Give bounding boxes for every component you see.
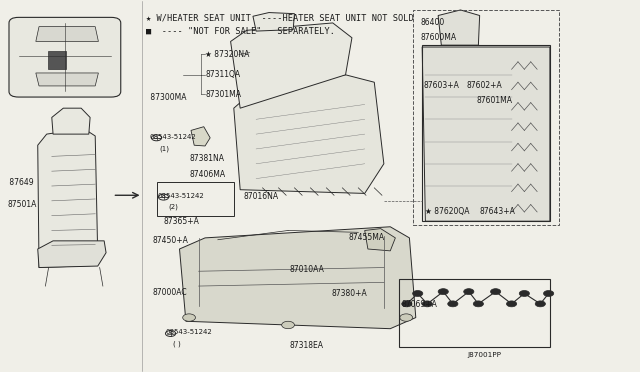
Text: (1): (1) (159, 146, 169, 152)
Polygon shape (365, 229, 396, 251)
Text: 87301MA: 87301MA (205, 90, 241, 99)
Text: 87601MA: 87601MA (476, 96, 513, 105)
Text: 87602+A: 87602+A (467, 81, 502, 90)
Text: 87069+A: 87069+A (402, 300, 438, 309)
Text: 87649: 87649 (7, 178, 34, 187)
Circle shape (519, 291, 529, 296)
Bar (157, 182, 234, 216)
Circle shape (473, 301, 483, 307)
Text: 87450+A: 87450+A (152, 236, 188, 245)
Text: ■  ---- "NOT FOR SALE"   SEPARATELY.: ■ ---- "NOT FOR SALE" SEPARATELY. (147, 27, 335, 36)
Circle shape (182, 314, 195, 321)
Text: 87406MA: 87406MA (189, 170, 225, 179)
Bar (48, 51, 66, 69)
FancyBboxPatch shape (9, 17, 121, 97)
Text: J87001PP: J87001PP (467, 352, 501, 358)
Circle shape (422, 301, 433, 307)
Polygon shape (38, 241, 106, 267)
Polygon shape (36, 73, 99, 86)
Polygon shape (234, 75, 384, 193)
Circle shape (438, 289, 449, 295)
Circle shape (464, 289, 474, 295)
Text: ★ W/HEATER SEAT UNIT  ----HEATER SEAT UNIT NOT SOLD: ★ W/HEATER SEAT UNIT ----HEATER SEAT UNI… (147, 14, 414, 23)
Polygon shape (52, 108, 90, 134)
Polygon shape (38, 129, 98, 267)
Polygon shape (422, 47, 550, 221)
Text: 87600MA: 87600MA (420, 33, 456, 42)
Text: 87643+A: 87643+A (479, 208, 516, 217)
Circle shape (402, 301, 412, 307)
Polygon shape (36, 27, 99, 41)
Text: ( ): ( ) (173, 341, 181, 347)
Text: 87010AA: 87010AA (290, 265, 325, 274)
Text: ★ 87620QA: ★ 87620QA (426, 208, 470, 217)
Circle shape (535, 301, 545, 307)
Text: 08543-51242: 08543-51242 (150, 134, 196, 140)
Text: 08543-51242: 08543-51242 (166, 329, 212, 336)
Circle shape (506, 301, 516, 307)
Polygon shape (438, 10, 479, 45)
Polygon shape (191, 127, 210, 146)
Text: (2): (2) (168, 204, 178, 211)
Text: 87380+A: 87380+A (332, 289, 367, 298)
Text: 08543-51242: 08543-51242 (158, 193, 205, 199)
Text: 87455MA: 87455MA (349, 233, 385, 243)
Text: 87318EA: 87318EA (290, 341, 324, 350)
Text: 87603+A: 87603+A (424, 81, 460, 90)
Polygon shape (230, 23, 352, 108)
Text: ★ 87320NA: ★ 87320NA (205, 50, 250, 59)
Text: 87365+A: 87365+A (164, 217, 200, 226)
Polygon shape (253, 13, 294, 31)
Text: 87381NA: 87381NA (189, 154, 224, 163)
Text: 86400: 86400 (420, 19, 445, 28)
Bar (399, 279, 550, 347)
Text: 87300MA: 87300MA (148, 93, 186, 102)
Text: 87016NA: 87016NA (243, 192, 278, 201)
Circle shape (400, 314, 413, 321)
Polygon shape (179, 227, 416, 329)
Text: 87000AC: 87000AC (152, 288, 187, 297)
Text: 87311QA: 87311QA (205, 70, 240, 79)
Text: 87501A: 87501A (7, 200, 36, 209)
Circle shape (543, 291, 554, 296)
Circle shape (490, 289, 500, 295)
Circle shape (282, 321, 294, 329)
Bar (422, 45, 550, 221)
Circle shape (448, 301, 458, 307)
Bar (413, 10, 559, 225)
Circle shape (413, 291, 423, 296)
